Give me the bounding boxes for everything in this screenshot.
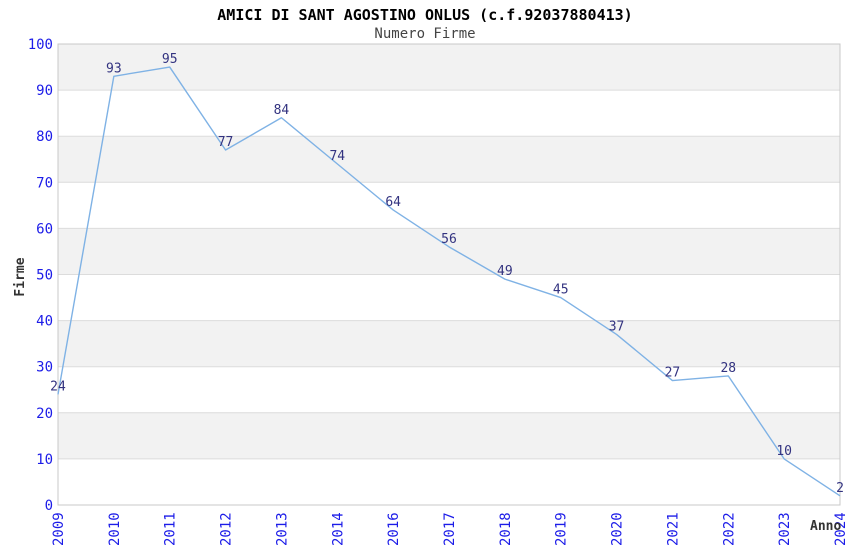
y-tick-label: 30 bbox=[36, 360, 53, 376]
data-point-label: 77 bbox=[218, 135, 234, 150]
y-tick-label: 80 bbox=[36, 129, 53, 145]
data-point-label: 49 bbox=[497, 264, 513, 279]
data-point-label: 64 bbox=[385, 195, 401, 210]
x-tick-label: 2014 bbox=[330, 512, 346, 546]
data-point-label: 95 bbox=[162, 52, 178, 67]
x-tick-label: 2020 bbox=[610, 512, 626, 546]
data-point-label: 45 bbox=[553, 283, 569, 298]
data-point-labels: 24 93 95 77 84 74 64 56 49 45 37 27 28 10 2 bbox=[50, 52, 844, 496]
data-point-label: 56 bbox=[441, 232, 457, 247]
x-tick-label: 2009 bbox=[51, 512, 67, 546]
plot-band bbox=[58, 228, 840, 275]
x-tick-label: 2021 bbox=[665, 512, 681, 546]
y-axis-tick-labels: 0 10 20 30 40 50 60 70 80 90 100 bbox=[28, 37, 53, 514]
y-tick-label: 100 bbox=[28, 37, 53, 53]
plot-border bbox=[57, 43, 841, 506]
y-tick-label: 70 bbox=[36, 175, 53, 191]
x-tick-label: 2011 bbox=[163, 512, 179, 546]
x-tick-label: 2018 bbox=[498, 512, 514, 546]
x-axis-title: Anno bbox=[810, 519, 841, 534]
data-point-label: 10 bbox=[776, 444, 792, 459]
y-tick-label: 40 bbox=[36, 314, 53, 330]
x-tick-label: 2016 bbox=[386, 512, 402, 546]
x-tick-label: 2010 bbox=[107, 512, 123, 546]
x-axis-tick-labels: 2009 2010 2011 2012 2013 2014 2016 2017 2018 2019… bbox=[51, 512, 849, 546]
x-tick-label: 2013 bbox=[274, 512, 290, 546]
data-point-label: 2 bbox=[836, 481, 844, 496]
x-tick-label: 2024 bbox=[833, 512, 849, 546]
data-point-label: 84 bbox=[274, 103, 290, 118]
y-axis-title: Firme bbox=[13, 257, 28, 296]
y-tick-label: 0 bbox=[45, 498, 53, 514]
y-tick-label: 60 bbox=[36, 221, 53, 237]
plot-band bbox=[58, 136, 840, 183]
y-tick-label: 90 bbox=[36, 83, 53, 99]
series-polyline bbox=[57, 66, 841, 497]
plot-band bbox=[58, 44, 840, 91]
plot-band bbox=[58, 412, 840, 459]
plot-band bbox=[58, 320, 840, 367]
data-point-label: 93 bbox=[106, 61, 122, 76]
x-tick-label: 2022 bbox=[721, 512, 737, 546]
x-tick-label: 2023 bbox=[777, 512, 793, 546]
y-tick-label: 20 bbox=[36, 406, 53, 422]
x-tick-label: 2019 bbox=[554, 512, 570, 546]
data-series-line bbox=[57, 66, 841, 497]
x-tick-label: 2017 bbox=[442, 512, 458, 546]
data-point-label: 37 bbox=[609, 319, 625, 334]
data-point-label: 28 bbox=[720, 361, 736, 376]
data-point-label: 74 bbox=[329, 149, 345, 164]
data-point-label: 27 bbox=[665, 366, 681, 381]
data-point-label: 24 bbox=[50, 379, 66, 394]
y-tick-label: 50 bbox=[36, 268, 53, 284]
chart-title: AMICI DI SANT AGOSTINO ONLUS (c.f.920378… bbox=[217, 6, 632, 24]
chart-subtitle: Numero Firme bbox=[374, 26, 475, 42]
x-tick-label: 2012 bbox=[219, 512, 235, 546]
y-tick-label: 10 bbox=[36, 452, 53, 468]
plot-bands bbox=[58, 44, 840, 459]
